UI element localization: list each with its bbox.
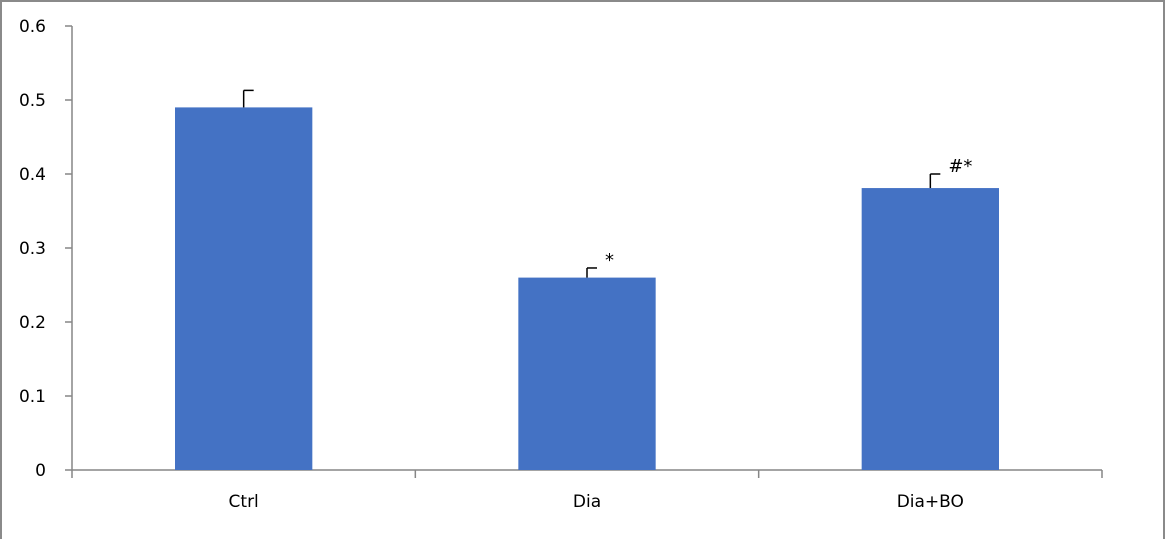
bar-ctrl — [175, 107, 313, 471]
significance-marker: #* — [948, 156, 972, 177]
y-tick-label: 0.4 — [19, 165, 46, 185]
bar-dia-bo — [861, 188, 999, 470]
significance-marker: * — [605, 250, 614, 271]
bar-dia — [518, 277, 656, 470]
error-bars — [242, 89, 941, 278]
y-tick-label: 0.1 — [19, 387, 46, 407]
annotations: * #* — [605, 156, 972, 271]
x-axis-ticks: Ctrl Dia Dia+BO — [71, 470, 1103, 512]
y-tick-label: 0.6 — [19, 17, 46, 37]
x-tick-label: Dia+BO — [897, 492, 964, 512]
y-axis-ticks: 0 0.1 0.2 0.3 0.4 0.5 0.6 — [19, 17, 72, 481]
y-tick-label: 0.2 — [19, 313, 46, 333]
x-tick-label: Ctrl — [229, 492, 259, 512]
y-tick-label: 0.3 — [19, 239, 46, 259]
y-tick-label: 0.5 — [19, 91, 46, 111]
x-tick-label: Dia — [573, 492, 601, 512]
y-tick-label: 0 — [35, 461, 46, 481]
bars — [175, 107, 999, 471]
